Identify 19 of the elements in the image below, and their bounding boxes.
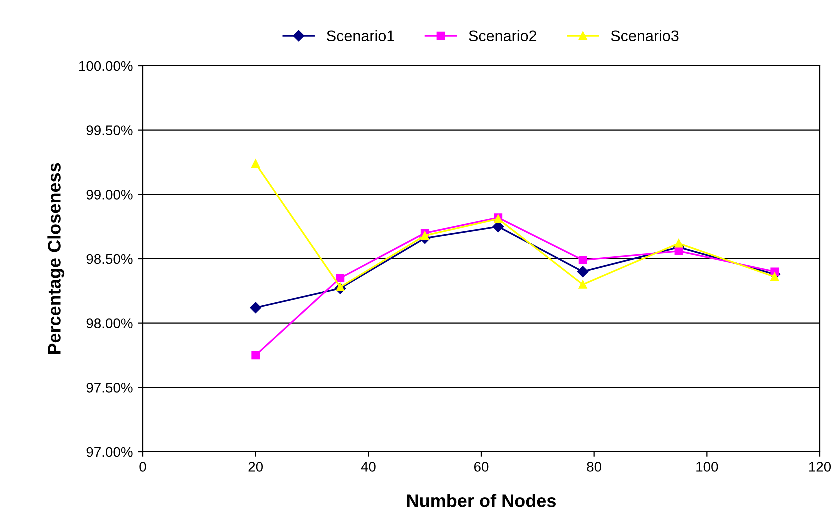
y-tick-label: 97.50% — [86, 383, 133, 393]
x-tick-label: 120 — [809, 462, 832, 472]
x-tick-label: 20 — [248, 462, 264, 472]
legend-label: Scenario3 — [611, 30, 679, 42]
y-tick-label: 100.00% — [80, 61, 133, 72]
x-tick-label: 0 — [140, 462, 146, 472]
legend-label: Scenario2 — [469, 30, 537, 42]
legend-label: Scenario1 — [327, 30, 394, 42]
x-tick-label: 100 — [696, 462, 718, 472]
x-tick-label: 60 — [474, 462, 489, 472]
y-tick-label: 98.50% — [86, 254, 133, 264]
y-axis-title: Percentage Closeness — [48, 163, 65, 354]
x-axis-title: Number of Nodes — [407, 494, 556, 508]
y-tick-label: 99.00% — [86, 190, 133, 200]
y-tick-label: 99.50% — [86, 126, 133, 136]
y-tick-label: 98.00% — [86, 318, 133, 329]
y-tick-label: 97.00% — [86, 447, 133, 458]
x-tick-label: 40 — [361, 462, 376, 472]
x-tick-label: 80 — [587, 462, 602, 472]
